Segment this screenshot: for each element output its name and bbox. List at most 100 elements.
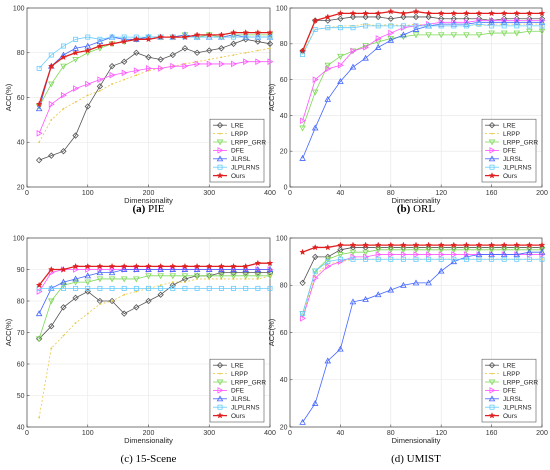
data-point	[475, 32, 483, 39]
data-point	[388, 23, 394, 29]
data-point	[48, 100, 55, 108]
data-point	[108, 297, 116, 305]
panel-caption-name: 15-Scene	[133, 453, 177, 465]
data-point	[363, 23, 369, 29]
legend-swatch-marker	[216, 122, 224, 129]
series-lrpp	[301, 258, 543, 317]
x-axis-label: Dimensionality	[124, 196, 173, 205]
data-point	[157, 273, 164, 280]
legend-swatch-marker	[488, 362, 496, 369]
series-jlrsl	[299, 248, 546, 425]
data-point	[325, 25, 331, 31]
data-point	[96, 269, 104, 276]
series-line	[38, 34, 270, 107]
data-point	[337, 256, 343, 262]
data-point	[475, 9, 483, 17]
data-point	[299, 154, 306, 161]
data-point	[400, 281, 407, 288]
data-point	[500, 247, 508, 254]
y-tick-label: 60	[280, 330, 288, 337]
legend-swatch-marker	[216, 139, 224, 146]
data-point	[400, 23, 406, 29]
data-point	[337, 252, 344, 258]
data-point	[133, 67, 140, 74]
data-point	[538, 247, 546, 254]
data-point	[121, 266, 128, 273]
data-point	[299, 47, 307, 54]
x-tick-label: 300	[203, 430, 215, 437]
data-point	[243, 58, 250, 65]
data-point	[109, 71, 116, 79]
data-point	[47, 265, 55, 273]
data-point	[488, 18, 495, 25]
data-point	[374, 9, 382, 17]
data-point	[363, 44, 370, 51]
data-point	[205, 31, 213, 38]
data-point	[242, 266, 249, 272]
data-point	[72, 294, 79, 302]
series-ours	[299, 241, 546, 256]
data-point	[60, 43, 66, 49]
data-point	[120, 262, 128, 270]
data-point	[337, 25, 343, 31]
data-point	[337, 77, 344, 84]
data-point	[526, 23, 532, 29]
legend-swatch-marker	[489, 404, 495, 410]
x-tick-label: 100	[82, 430, 94, 437]
data-point	[96, 42, 104, 49]
legend-swatch-marker	[216, 395, 224, 402]
legend-entry-label: LRPP	[231, 371, 248, 378]
legend-entry-label: JLPLRNS	[231, 405, 260, 412]
data-point	[437, 241, 445, 248]
data-point	[99, 89, 101, 92]
legend-entry-label: JLPLRNS	[231, 165, 260, 172]
x-axis-label: Dimensionality	[124, 436, 173, 445]
data-point	[72, 262, 80, 270]
series-jlrsl	[35, 266, 274, 317]
legend-entry-label: LRPP	[231, 131, 248, 138]
data-point	[324, 17, 331, 24]
data-point	[300, 52, 306, 58]
data-point	[255, 285, 261, 291]
data-point	[108, 276, 116, 283]
data-point	[400, 13, 407, 21]
data-point	[324, 62, 332, 69]
data-point	[146, 65, 152, 72]
x-axis-label: Dimensionality	[392, 436, 441, 445]
data-point	[133, 304, 140, 311]
data-point	[96, 83, 104, 90]
data-point	[387, 247, 395, 254]
y-tick-label: 20	[280, 424, 288, 431]
data-point	[36, 65, 42, 71]
data-point	[475, 241, 483, 248]
data-point	[324, 95, 332, 102]
data-point	[121, 58, 128, 65]
data-point	[254, 29, 262, 36]
data-point	[374, 247, 382, 254]
data-point	[184, 281, 186, 283]
data-point	[362, 43, 369, 50]
data-point	[475, 247, 483, 254]
data-point	[133, 276, 140, 283]
data-point	[73, 36, 79, 42]
y-tick-label: 20	[17, 184, 25, 191]
legend-swatch-marker	[216, 155, 224, 162]
data-point	[193, 273, 201, 280]
data-point	[311, 399, 319, 406]
data-point	[450, 247, 458, 254]
data-point	[476, 256, 482, 262]
series-jlrsl	[35, 31, 274, 112]
data-point	[85, 80, 92, 88]
data-point	[181, 266, 189, 272]
data-point	[169, 262, 177, 270]
data-point	[170, 285, 176, 291]
data-point	[48, 323, 55, 330]
data-point	[145, 54, 152, 61]
data-point	[97, 285, 103, 291]
data-point	[300, 315, 307, 322]
data-point	[513, 251, 521, 258]
series-line	[301, 10, 542, 52]
data-point	[374, 241, 382, 248]
data-point	[230, 262, 237, 270]
data-point	[488, 241, 496, 248]
